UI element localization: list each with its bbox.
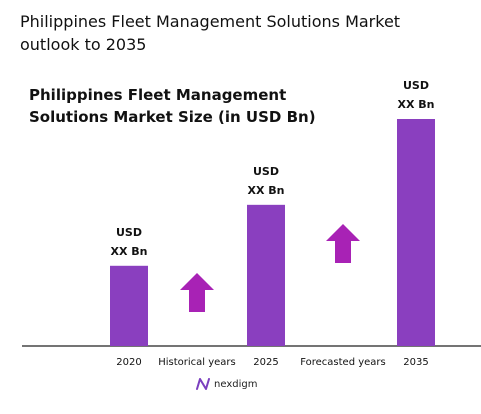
bar-2035	[397, 119, 435, 346]
growth-arrow-icon	[180, 273, 214, 312]
bar-value-label: XX Bn	[110, 245, 147, 258]
bar-2020	[110, 265, 148, 346]
period-label: Historical years	[158, 357, 236, 368]
x-tick-label: 2020	[116, 357, 141, 368]
bar-value-label: USD	[403, 79, 429, 92]
nexdigm-logo-icon	[196, 378, 210, 390]
bar-value-label: XX Bn	[247, 184, 284, 197]
period-label: Forecasted years	[300, 357, 386, 368]
bar-value-label: XX Bn	[397, 98, 434, 111]
growth-arrow-icon	[326, 224, 360, 263]
x-tick-label: 2035	[403, 357, 428, 368]
bar-value-label: USD	[116, 226, 142, 239]
brand: nexdigm	[195, 377, 257, 391]
page-title: Philippines Fleet Management Solutions M…	[20, 12, 401, 54]
bar-2025	[247, 204, 285, 346]
brand-name: nexdigm	[214, 378, 258, 390]
bar-value-label: USD	[253, 165, 279, 178]
x-tick-label: 2025	[253, 357, 278, 368]
chart-title: Philippines Fleet Management Solutions M…	[29, 86, 316, 126]
